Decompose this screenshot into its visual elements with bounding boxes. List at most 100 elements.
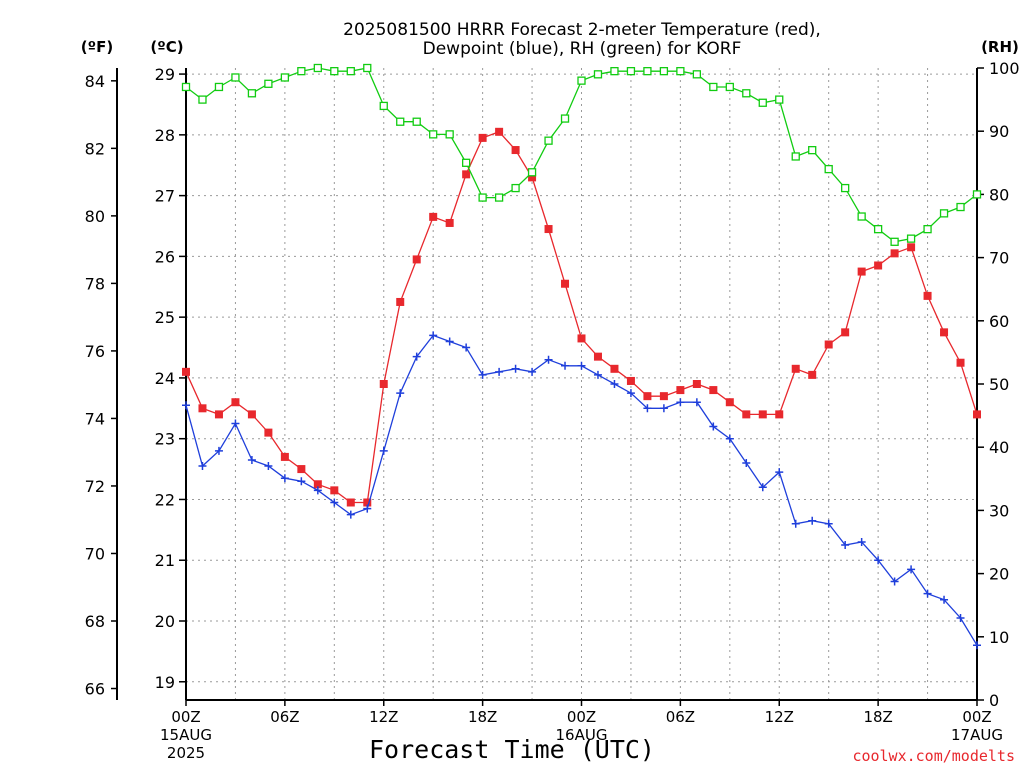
rh-tick-label: 20 [989,565,1009,584]
x-tick-label: 00Z [567,708,596,726]
rh-point [396,117,405,126]
x-tick-year-label: 2025 [167,744,205,762]
rh-point [560,114,570,123]
celsius-axis-label: (ºC) [150,38,183,56]
dewpoint-point [445,337,454,346]
temperature-point [280,452,289,461]
dewpoint-point [841,541,850,550]
temperature-point [346,498,355,507]
dewpoint-point [857,538,866,546]
rh-point [313,63,322,73]
fahrenheit-axis-label: (ºF) [81,38,113,56]
temperature-point [659,392,668,401]
rh-point [478,193,487,202]
temperature-point [758,410,767,419]
rh-point [906,234,916,243]
dewpoint-point [495,367,504,376]
rh-point [939,209,949,218]
rh-point [511,183,520,193]
dewpoint-point [528,367,537,376]
dewpoint-point [956,613,965,622]
dewpoint-point [676,398,685,407]
fahrenheit-tick-label: 82 [85,139,105,158]
tick-labels: 19 20 21 22 23 24 25 26 27 28 29 66 68 70 72 74 76 78 80 82… [85,59,1020,762]
dewpoint-point [775,468,784,477]
dewpoint-point [182,401,190,410]
temperature-point [791,364,800,373]
temperature-point [214,410,223,419]
chart-title-line-1: 2025081500 HRRR Forecast 2-meter Tempera… [343,20,821,40]
rh-point [791,152,800,161]
fahrenheit-tick-label: 84 [85,72,105,91]
temperature-point [610,364,619,373]
dewpoint-point [610,380,619,388]
rh-point [544,136,553,145]
axes [111,67,984,706]
temperature-point [577,334,586,343]
rh-point [824,164,833,174]
dewpoint-point [561,361,570,370]
celsius-tick-label: 27 [155,187,175,206]
temperature-point [182,367,190,376]
rh-point [923,225,932,234]
data-series [181,63,982,650]
dewpoint-point [330,498,339,507]
rh-tick-label: 90 [989,122,1009,141]
dewpoint-point [264,462,273,471]
grid-lines [186,68,977,700]
temperature-point [775,410,784,419]
rh-point [412,117,421,126]
rh-point [198,95,207,104]
credit-text: coolwx.com/modelts [852,747,1015,765]
dewpoint-point [940,595,949,604]
rh-point [890,237,899,246]
rh-tick-label: 60 [989,312,1009,331]
x-tick-label: 18Z [863,708,892,726]
celsius-tick-label: 22 [155,490,175,509]
x-tick-label: 00Z [171,708,200,726]
temperature-point [626,376,635,385]
rh-point [758,98,767,107]
rh-tick-label: 40 [989,438,1009,457]
rh-point [297,67,306,76]
rh-point [214,82,224,92]
dewpoint-point [725,434,734,443]
rh-point [676,67,685,76]
temperature-point [264,428,273,437]
dewpoint-point [363,504,372,513]
rh-tick-label: 100 [989,59,1020,78]
dewpoint-point [231,419,240,428]
temperature-point [692,380,701,388]
dewpoint-point [346,510,355,519]
fahrenheit-tick-label: 66 [85,680,105,699]
temperature-point [511,146,520,155]
dewpoint-point [429,331,438,340]
temperature-point [412,255,421,264]
temperature-point [643,392,652,401]
dewpoint-point [396,389,405,398]
dewpoint-point [758,483,767,492]
temperature-point [676,386,685,395]
dewpoint-point [923,589,932,598]
celsius-tick-label: 28 [155,126,175,145]
rh-point [956,202,965,212]
dewpoint-point [626,389,635,398]
temperature-point [445,218,454,227]
temperature-point [247,410,256,419]
rh-point [610,67,619,76]
celsius-tick-label: 19 [155,673,175,692]
dewpoint-point [643,404,652,413]
dewpoint-point [478,370,487,379]
dewpoint-point [544,355,553,364]
x-tick-label: 06Z [270,708,299,726]
temperature-point [709,386,718,395]
dewpoint-point [742,459,751,467]
rh-point [363,63,372,73]
rh-tick-label: 80 [989,185,1009,204]
fahrenheit-tick-label: 78 [85,274,105,293]
dewpoint-point [973,641,981,650]
rh-tick-label: 30 [989,501,1009,520]
x-axis-title: Forecast Time (UTC) [369,735,655,764]
celsius-tick-label: 20 [155,612,175,631]
rh-point [231,73,240,82]
